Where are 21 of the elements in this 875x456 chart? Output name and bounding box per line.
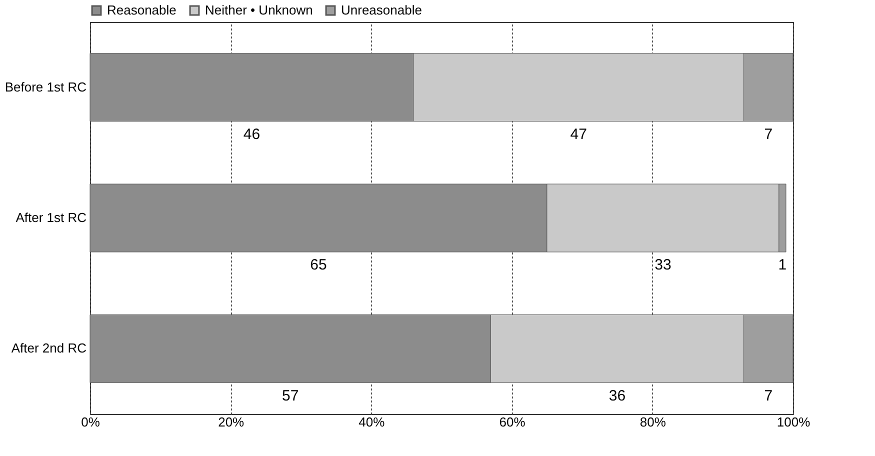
y-tick-label: After 1st RC <box>16 210 86 225</box>
legend-label: Unreasonable <box>341 2 422 18</box>
x-tick-label: 40% <box>358 414 386 430</box>
data-label: 46 <box>243 126 260 143</box>
x-tick-label: 80% <box>640 414 666 430</box>
x-tick-label: 20% <box>218 414 245 430</box>
data-label: 47 <box>570 126 587 143</box>
data-label: 7 <box>764 387 773 404</box>
x-tick-label: 100% <box>776 414 811 430</box>
legend-label: Neither • Unknown <box>205 2 313 18</box>
data-label: 36 <box>608 387 626 404</box>
data-label: 65 <box>310 256 327 274</box>
y-tick-label: Before 1st RC <box>4 79 86 94</box>
data-label: 1 <box>778 256 787 274</box>
x-tick-label: 60% <box>499 414 526 430</box>
data-label: 7 <box>764 126 773 143</box>
data-label: 57 <box>282 387 299 404</box>
x-tick-label: 0% <box>81 414 100 430</box>
y-tick-label: After 2nd RC <box>11 340 86 356</box>
legend-label: Reasonable <box>107 2 176 18</box>
data-label: 33 <box>654 256 672 274</box>
